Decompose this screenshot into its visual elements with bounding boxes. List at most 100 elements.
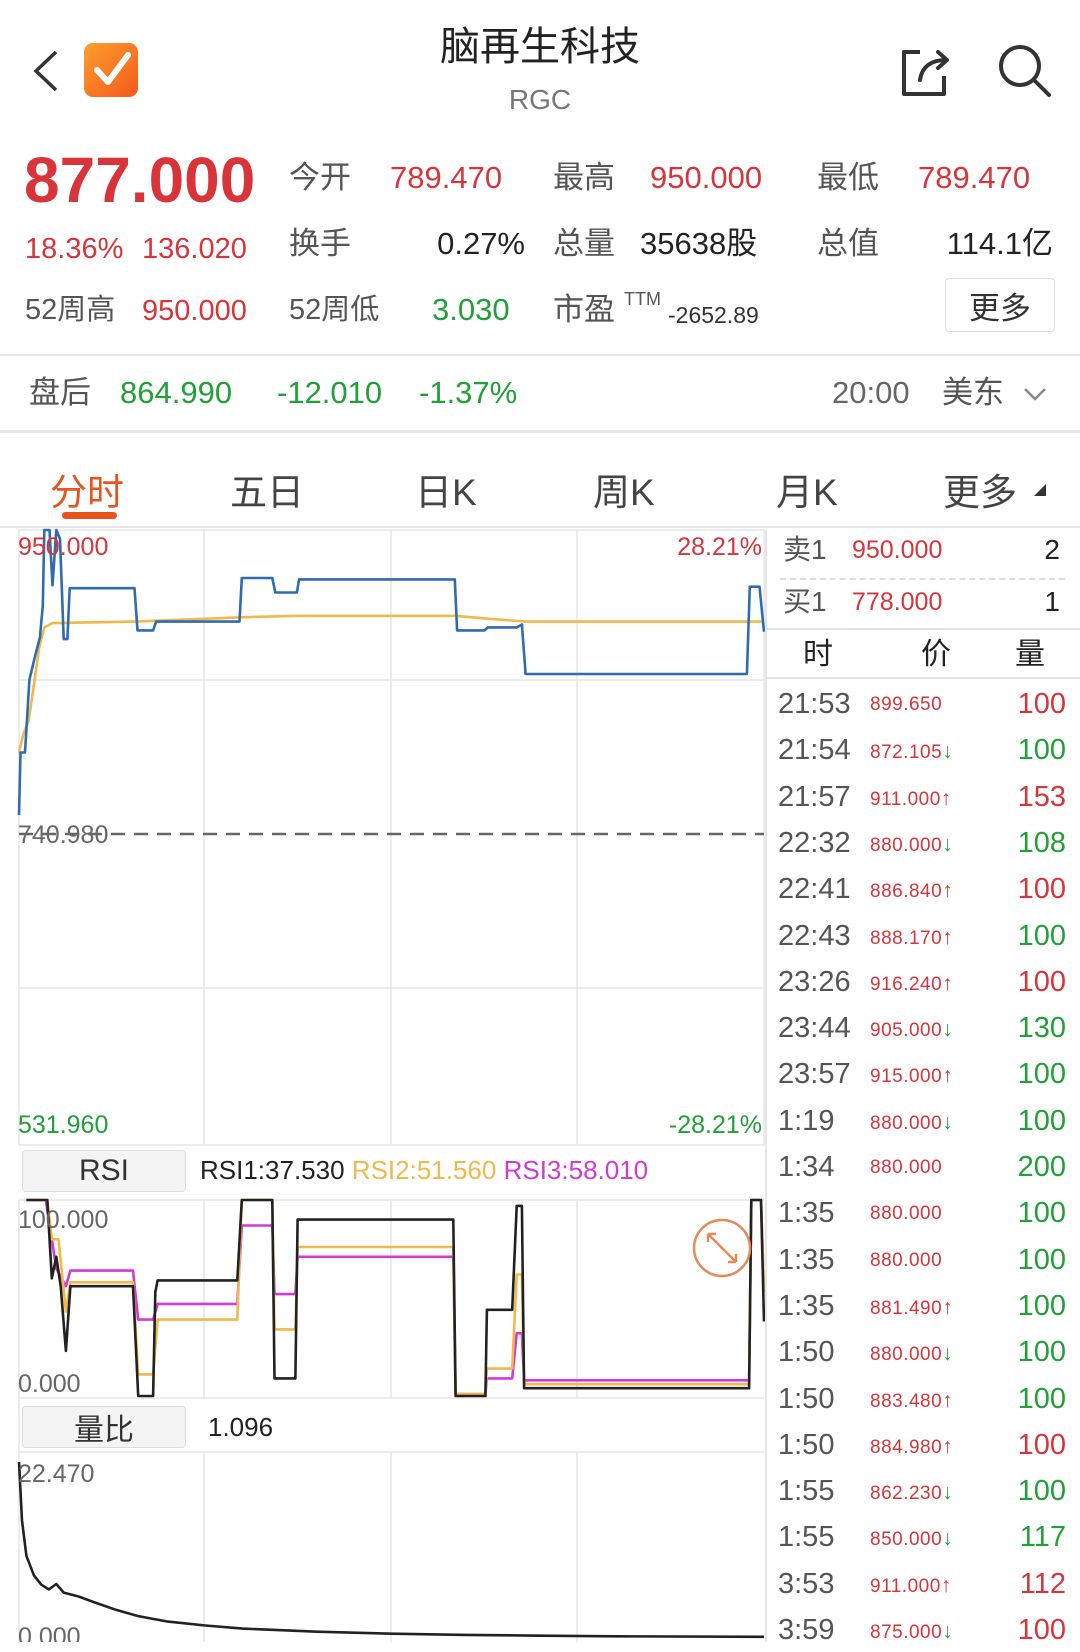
divider bbox=[0, 526, 1080, 528]
arrow-down-icon: ↓ bbox=[942, 1018, 954, 1042]
pct-axis-min: -28.21% bbox=[669, 1111, 762, 1139]
arrow-down-icon: ↓ bbox=[942, 1527, 954, 1551]
trade-qty: 117 bbox=[1019, 1521, 1066, 1554]
trade-price-value: 886.840 bbox=[870, 881, 943, 903]
trade-qty: 153 bbox=[1017, 780, 1066, 813]
open-label: 今开 bbox=[289, 160, 351, 195]
trade-qty: 108 bbox=[1017, 826, 1066, 859]
high-value: 950.000 bbox=[650, 160, 763, 195]
trade-qty: 100 bbox=[1017, 1289, 1066, 1322]
trade-row: 1:50 883.480↑ 100 bbox=[766, 1375, 1080, 1421]
tab-more[interactable]: 更多 bbox=[943, 472, 1017, 513]
trade-price: 880.000↓ bbox=[870, 1111, 953, 1135]
low-label: 最低 bbox=[817, 160, 879, 195]
trade-price-value: 880.000 bbox=[870, 1203, 943, 1225]
trade-price: 884.980↑ bbox=[870, 1435, 953, 1459]
trade-row: 3:59 875.000↓ 100 bbox=[766, 1606, 1080, 1652]
trade-qty: 100 bbox=[1017, 688, 1066, 720]
arrow-up-icon: ↑ bbox=[940, 1573, 952, 1597]
trade-qty: 100 bbox=[1017, 1475, 1066, 1508]
volume-ratio-button[interactable]: 量比 bbox=[22, 1406, 186, 1448]
rsi-axis-min: 0.000 bbox=[18, 1370, 81, 1398]
trade-price-value: 883.480 bbox=[870, 1390, 943, 1412]
tab-daily-k[interactable]: 日K bbox=[415, 472, 477, 513]
rsi-indicator-button[interactable]: RSI bbox=[22, 1150, 186, 1192]
pe-value: -2652.89 bbox=[668, 302, 759, 328]
trade-time: 22:43 bbox=[778, 919, 851, 952]
arrow-up-icon: ↑ bbox=[942, 1434, 954, 1458]
trade-price-value: 881.490 bbox=[870, 1297, 943, 1319]
page-title: 脑再生科技 bbox=[440, 25, 640, 69]
price-line bbox=[17, 528, 766, 816]
trade-row: 3:53 911.000↑ 112 bbox=[766, 1560, 1080, 1606]
trade-row: 1:50 884.980↑ 100 bbox=[766, 1421, 1080, 1467]
arrow-up-icon: ↑ bbox=[942, 971, 954, 995]
trade-price: 911.000↑ bbox=[870, 1574, 952, 1598]
trade-price-value: 911.000 bbox=[870, 1575, 941, 1597]
average-line bbox=[17, 614, 764, 753]
trade-price: 916.240↑ bbox=[870, 972, 953, 996]
chevron-down-icon[interactable] bbox=[1022, 385, 1048, 403]
trade-time: 23:44 bbox=[778, 1012, 851, 1045]
trade-price: 880.000 bbox=[870, 1203, 942, 1225]
trade-row: 1:55 850.000↓ 117 bbox=[766, 1513, 1080, 1559]
col-price-header: 价 bbox=[921, 638, 951, 671]
expand-chart-icon[interactable] bbox=[692, 1218, 752, 1278]
trade-price: 880.000 bbox=[870, 1250, 942, 1272]
ask-qty: 2 bbox=[1044, 534, 1060, 565]
change-amount: 136.020 bbox=[142, 233, 247, 265]
trade-time: 1:35 bbox=[778, 1197, 835, 1230]
trade-price: 880.000↓ bbox=[870, 1342, 953, 1366]
trade-price: 915.000↑ bbox=[870, 1064, 953, 1088]
share-icon[interactable] bbox=[898, 44, 954, 98]
tab-weekly-k[interactable]: 周K bbox=[593, 472, 655, 513]
tab-monthly-k[interactable]: 月K bbox=[776, 472, 838, 513]
bid-label: 买1 bbox=[783, 586, 827, 617]
trade-time: 22:32 bbox=[778, 826, 851, 859]
intraday-charts[interactable]: 950.000 28.21% 740.980 531.960 -28.21% 1… bbox=[0, 0, 766, 1642]
after-hours-change-pct: -1.37% bbox=[419, 375, 518, 410]
trade-row: 1:55 862.230↓ 100 bbox=[766, 1467, 1080, 1513]
trade-row: 1:35 880.000 100 bbox=[766, 1236, 1080, 1282]
trade-time: 22:41 bbox=[778, 873, 851, 906]
trade-price-value: 911.000 bbox=[870, 788, 941, 810]
arrow-down-icon: ↓ bbox=[942, 1110, 954, 1134]
col-time-header: 时 bbox=[803, 638, 833, 671]
trade-price-value: 880.000 bbox=[870, 1344, 943, 1366]
market-cap-label: 总值 bbox=[817, 226, 879, 261]
trade-time: 1:35 bbox=[778, 1243, 835, 1276]
previous-close-label: 740.980 bbox=[18, 821, 108, 849]
trade-price: 875.000↓ bbox=[870, 1620, 953, 1644]
trade-price: 880.000 bbox=[870, 1157, 942, 1179]
trade-row: 21:54 872.105↓ 100 bbox=[766, 726, 1080, 772]
rsi-axis-max: 100.000 bbox=[18, 1206, 108, 1234]
after-hours-label: 盘后 bbox=[29, 375, 91, 410]
ask-price: 950.000 bbox=[852, 536, 943, 564]
search-icon[interactable] bbox=[996, 42, 1054, 98]
chevron-left-icon[interactable] bbox=[30, 48, 64, 94]
trade-time: 1:19 bbox=[778, 1104, 835, 1137]
arrow-down-icon: ↓ bbox=[942, 740, 954, 764]
volume-ratio-axis-min: 0.000 bbox=[18, 1623, 81, 1642]
trade-price-value: 880.000 bbox=[870, 1157, 943, 1178]
low-value: 789.470 bbox=[918, 160, 1031, 195]
trade-qty: 100 bbox=[1017, 1382, 1066, 1415]
trade-qty: 100 bbox=[1017, 1336, 1066, 1369]
divider bbox=[0, 354, 1080, 356]
trade-time: 23:26 bbox=[778, 965, 851, 998]
volume-value: 35638股 bbox=[640, 226, 758, 261]
rsi-legend: RSI1:37.530 RSI2:51.560 RSI3:58.010 bbox=[200, 1157, 648, 1183]
trade-price: 886.840↑ bbox=[870, 879, 953, 903]
bid-price: 778.000 bbox=[852, 588, 943, 616]
tab-intraday[interactable]: 分时 bbox=[50, 472, 124, 513]
ask-label: 卖1 bbox=[783, 534, 827, 565]
bid-qty: 1 bbox=[1044, 586, 1060, 617]
active-tab-indicator bbox=[62, 512, 117, 519]
open-value: 789.470 bbox=[390, 160, 503, 195]
trade-time: 1:50 bbox=[778, 1336, 835, 1369]
trade-price-value: 862.230 bbox=[870, 1483, 943, 1505]
trade-row: 1:35 880.000 100 bbox=[766, 1189, 1080, 1235]
more-quote-button[interactable]: 更多 bbox=[945, 278, 1055, 332]
trade-row: 22:32 880.000↓ 108 bbox=[766, 819, 1080, 865]
tab-five-day[interactable]: 五日 bbox=[230, 472, 304, 513]
